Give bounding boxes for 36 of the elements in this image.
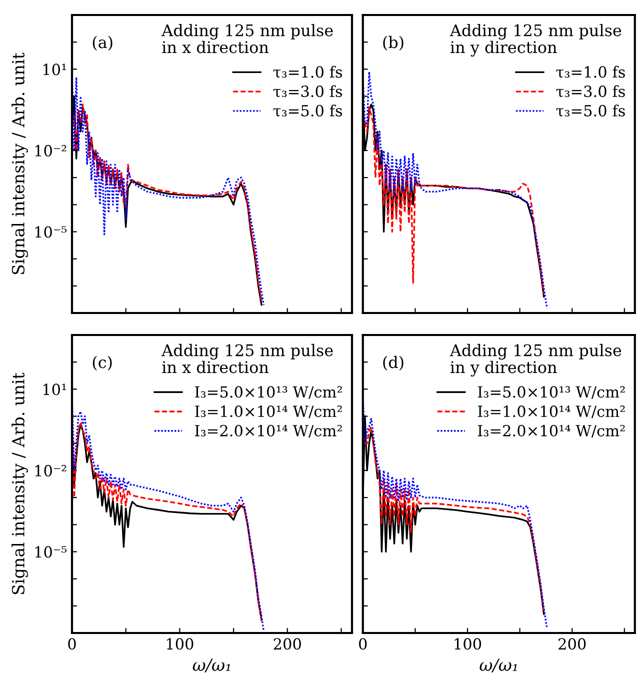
legend-label: τ₃=5.0 fs xyxy=(273,104,342,116)
x-axis-title: ω/ω₁ xyxy=(480,658,517,672)
legend-label: I₃=2.0×10¹⁴ W/cm² xyxy=(195,424,342,438)
y-tick-label: 10⁻⁵ xyxy=(35,546,67,558)
x-tick-label: 200 xyxy=(274,638,301,650)
annotation: (d) xyxy=(383,356,404,370)
annotation: (a) xyxy=(92,36,112,51)
annotation: Adding 125 nm pulse in y direction xyxy=(450,24,622,57)
x-tick-label: 0 xyxy=(68,638,76,650)
legend-label: I₃=1.0×10¹⁴ W/cm² xyxy=(195,406,342,418)
annotation: Adding 125 nm pulse in y direction xyxy=(450,344,622,377)
legend-label: τ₃=5.0 fs xyxy=(556,104,625,116)
y-axis-title: Signal intensity / Arb. unit xyxy=(12,372,28,594)
x-tick-label: 200 xyxy=(558,638,586,650)
legend-label: τ₃=3.0 fs xyxy=(556,85,625,98)
legend-label: τ₃=1.0 fs xyxy=(273,66,342,78)
y-tick-label: 10¹ xyxy=(43,384,66,396)
x-tick-label: 100 xyxy=(166,638,194,650)
y-tick-label: 10⁻² xyxy=(35,464,66,476)
y-tick-label: 10¹ xyxy=(43,64,66,76)
y-tick-label: 10⁻⁵ xyxy=(35,226,67,238)
legend-label: τ₃=3.0 fs xyxy=(273,85,342,98)
legend-label: I₃=2.0×10¹⁴ W/cm² xyxy=(478,424,625,438)
y-tick-label: 10⁻² xyxy=(35,144,66,156)
x-axis-title: ω/ω₁ xyxy=(192,658,230,672)
legend-label: τ₃=1.0 fs xyxy=(556,66,625,78)
annotation: (c) xyxy=(92,356,112,370)
annotation: (b) xyxy=(383,36,404,51)
annotation: Adding 125 nm pulse in x direction xyxy=(162,24,333,54)
legend-label: I₃=1.0×10¹⁴ W/cm² xyxy=(478,406,625,418)
annotation: Adding 125 nm pulse in x direction xyxy=(162,344,333,374)
x-tick-label: 0 xyxy=(359,638,367,650)
legend-label: I₃=5.0×10¹³ W/cm² xyxy=(478,386,625,399)
y-axis-title: Signal intensity / Arb. unit xyxy=(12,52,28,274)
legend-label: I₃=5.0×10¹³ W/cm² xyxy=(195,386,342,399)
x-tick-label: 100 xyxy=(454,638,482,650)
